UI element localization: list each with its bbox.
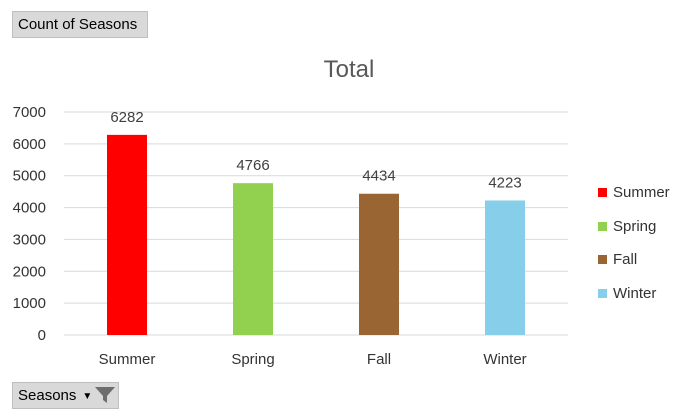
y-tick-label: 0 [38,327,46,344]
y-tick-label: 5000 [13,168,46,185]
data-label: 6282 [110,109,143,126]
axis-field-label: Seasons [18,387,77,404]
y-tick-label: 3000 [13,231,46,248]
data-label: 4766 [236,157,269,174]
legend-item: Fall [598,243,670,277]
legend-swatch [598,188,607,198]
legend-label: Spring [613,217,657,235]
x-tick-label: Winter [483,351,526,368]
data-label: 4434 [362,168,395,185]
legend-item: Summer [598,176,670,210]
bar [233,183,273,335]
y-tick-label: 2000 [13,263,46,280]
x-tick-label: Summer [99,351,156,368]
legend-swatch [598,221,607,231]
dropdown-caret-icon: ▼ [82,391,93,402]
y-tick-label: 7000 [13,104,46,121]
legend-item: Winter [598,277,670,311]
legend-label: Winter [613,284,657,302]
x-tick-label: Fall [367,351,391,368]
legend-swatch [598,288,607,298]
y-tick-label: 4000 [13,200,46,217]
bar [107,134,147,335]
legend-swatch [598,255,607,265]
values-field-label: Count of Seasons [18,16,138,33]
legend-label: Fall [613,251,638,269]
data-label: 4223 [488,174,521,191]
chart-title: Total [324,56,375,83]
legend-item: Spring [598,210,670,244]
legend: Summer Spring Fall Winter [598,176,670,310]
y-tick-label: 6000 [13,136,46,153]
values-field-button[interactable]: Count of Seasons [12,11,148,38]
bar [359,193,399,335]
y-tick-label: 1000 [13,295,46,312]
x-tick-label: Spring [231,351,274,368]
legend-label: Summer [613,184,670,202]
bar [485,200,525,335]
filter-icon [94,385,116,409]
axis-field-button[interactable]: Seasons ▼ [12,382,119,409]
